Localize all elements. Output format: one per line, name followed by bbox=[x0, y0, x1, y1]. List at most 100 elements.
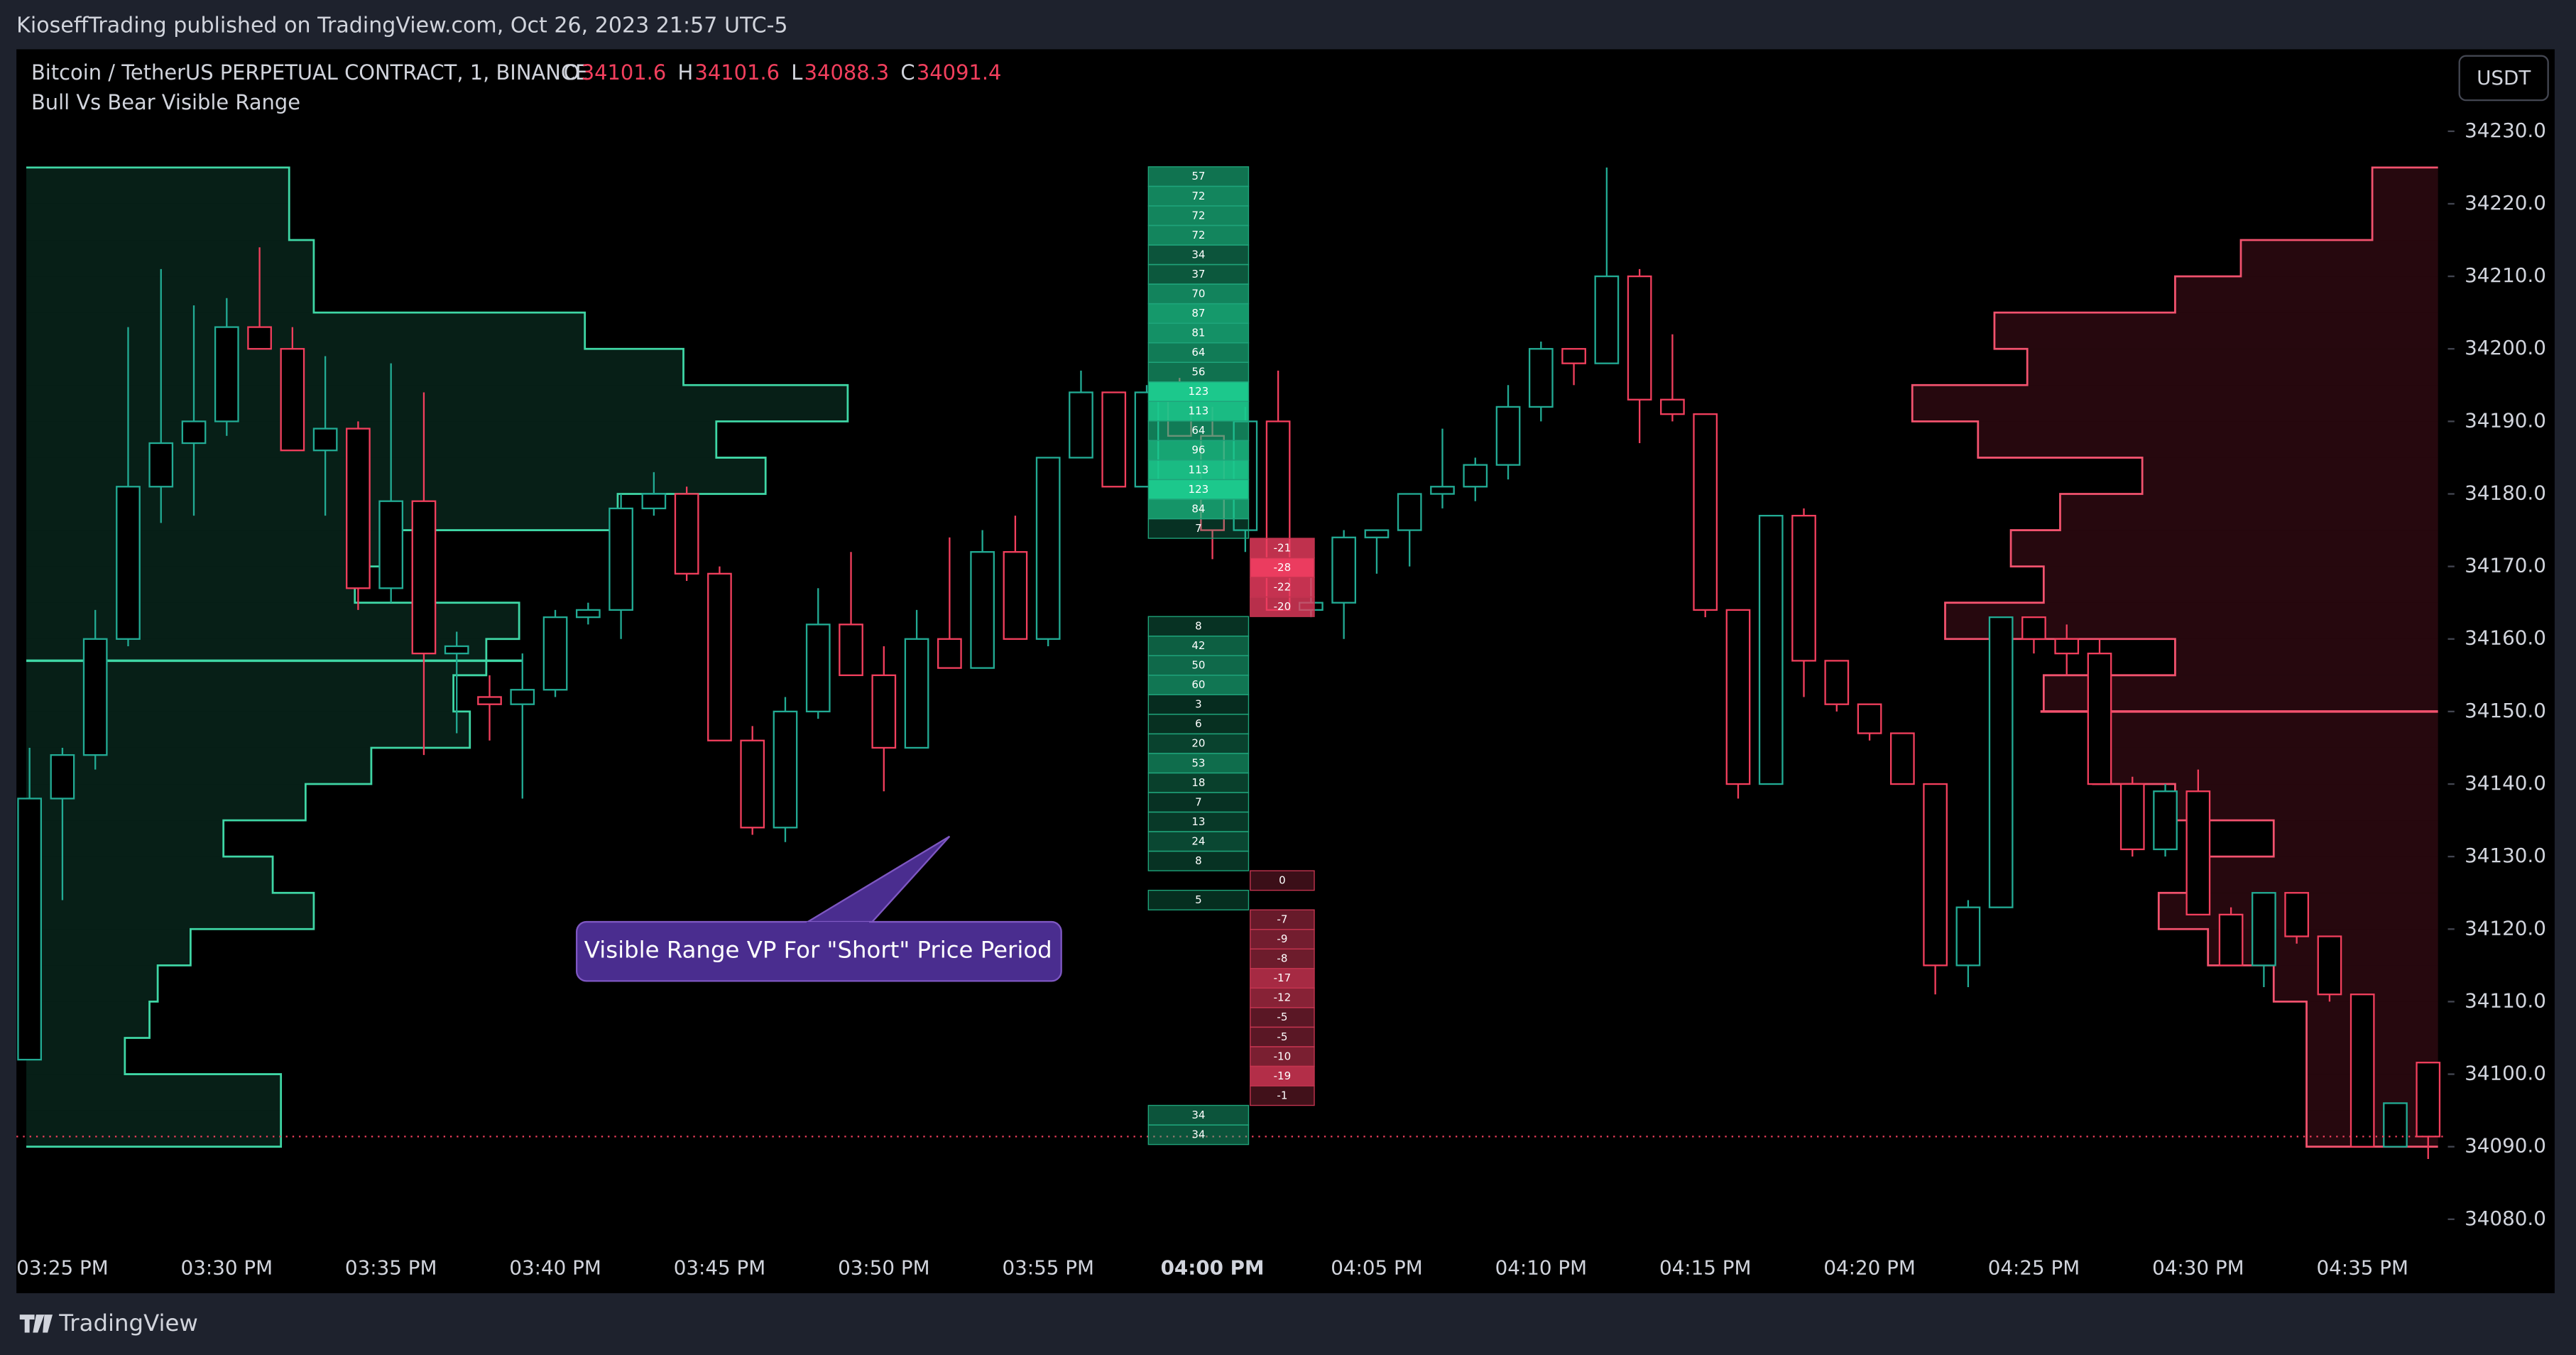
x-tick-label: 04:05 PM bbox=[1331, 1256, 1422, 1279]
profile-bin bbox=[26, 349, 684, 386]
x-tick-label: 04:10 PM bbox=[1495, 1256, 1587, 1279]
candle-body bbox=[82, 638, 108, 756]
profile-bin bbox=[1945, 602, 2438, 639]
profile-bin bbox=[1994, 312, 2438, 349]
x-tick-label: 03:55 PM bbox=[1002, 1256, 1093, 1279]
candle-body bbox=[1331, 536, 1357, 604]
symbol: Bitcoin / TetherUS PERPETUAL CONTRACT, 1… bbox=[31, 60, 588, 85]
delta-label: -19 bbox=[1274, 1070, 1292, 1082]
candle-body bbox=[312, 428, 338, 452]
y-tick-label: 34160.0 bbox=[2465, 626, 2546, 650]
delta-label: 64 bbox=[1191, 346, 1205, 359]
candle-body bbox=[181, 420, 207, 445]
profile-bin bbox=[2027, 349, 2438, 386]
x-tick-label: 03:35 PM bbox=[345, 1256, 437, 1279]
delta-label: -22 bbox=[1274, 580, 1292, 593]
candle-body bbox=[116, 486, 141, 640]
ohlc-value: 34091.4 bbox=[917, 60, 1002, 85]
delta-label: 8 bbox=[1195, 620, 1202, 633]
y-tick-label: 34180.0 bbox=[2465, 481, 2546, 504]
delta-cell bbox=[1147, 811, 1250, 832]
profile-bin bbox=[2175, 276, 2438, 313]
delta-label: 5 bbox=[1195, 893, 1202, 906]
currency-button[interactable] bbox=[2458, 55, 2549, 102]
delta-label: -28 bbox=[1274, 561, 1292, 574]
candle-body bbox=[247, 326, 272, 350]
profile-bin bbox=[26, 494, 618, 530]
delta-cell bbox=[1147, 1124, 1250, 1146]
footer: TradingView bbox=[19, 1310, 198, 1337]
annotation: Visible Range VP For "Short" Price Perio… bbox=[575, 835, 1062, 982]
profile-bin bbox=[1977, 421, 2438, 458]
profile-bin bbox=[2043, 566, 2438, 603]
candle-body bbox=[1627, 275, 1652, 401]
delta-cell bbox=[1147, 1104, 1250, 1126]
delta-cell bbox=[1250, 1085, 1315, 1106]
delta-label: -12 bbox=[1274, 991, 1292, 1004]
logo bbox=[19, 1315, 53, 1333]
candles bbox=[16, 167, 2448, 1160]
profile-bin bbox=[26, 1074, 281, 1111]
ohlc-value: 34101.6 bbox=[695, 60, 780, 85]
candle-body bbox=[674, 493, 699, 575]
candle-body bbox=[1955, 906, 1981, 967]
x-tick-label: 03:30 PM bbox=[181, 1256, 273, 1279]
delta-label: 56 bbox=[1191, 366, 1205, 379]
delta-cell bbox=[1147, 205, 1250, 227]
profile-bin bbox=[26, 965, 158, 1002]
delta-label: 123 bbox=[1189, 483, 1209, 496]
delta-label: -17 bbox=[1274, 972, 1292, 984]
profile-bin bbox=[26, 203, 290, 241]
candle-body bbox=[1035, 457, 1061, 640]
candle-body bbox=[1889, 732, 1915, 785]
y-tick-label: 34110.0 bbox=[2465, 989, 2546, 1012]
delta-label: 57 bbox=[1191, 170, 1205, 183]
candle-body bbox=[1430, 486, 1455, 495]
delta-cell bbox=[1147, 263, 1250, 285]
x-tick-label: 04:00 PM bbox=[1161, 1256, 1265, 1279]
delta-label: -5 bbox=[1277, 1011, 1287, 1023]
delta-cell bbox=[1250, 909, 1315, 930]
candle-body bbox=[1364, 529, 1390, 538]
candle-body bbox=[1758, 514, 1784, 785]
candle-body bbox=[477, 696, 502, 705]
profile-bin bbox=[26, 747, 371, 785]
delta-label: 42 bbox=[1191, 639, 1205, 652]
delta-label: 7 bbox=[1195, 522, 1202, 535]
y-tick-label: 34080.0 bbox=[2465, 1207, 2546, 1230]
candle-body bbox=[740, 739, 765, 829]
delta-cell bbox=[1250, 538, 1315, 559]
delta-cell bbox=[1250, 577, 1315, 598]
delta-cell bbox=[1147, 694, 1250, 715]
delta-cell bbox=[1250, 1046, 1315, 1067]
delta-cell bbox=[1147, 185, 1250, 207]
ohlc-label: O bbox=[564, 60, 580, 85]
delta-label: 50 bbox=[1191, 659, 1205, 672]
y-tick-label: 34210.0 bbox=[2465, 263, 2546, 287]
candle-body bbox=[280, 348, 305, 452]
brand: TradingView bbox=[58, 1310, 198, 1337]
delta-cell bbox=[1147, 499, 1250, 520]
profile-bin bbox=[2191, 856, 2438, 893]
delta-cell bbox=[1147, 381, 1250, 402]
y-tick-label: 34130.0 bbox=[2465, 844, 2546, 867]
candle-body bbox=[214, 326, 239, 423]
ohlc-label: L bbox=[791, 60, 802, 85]
candle-body bbox=[378, 500, 404, 589]
delta-label: 18 bbox=[1191, 776, 1205, 789]
profile-bin bbox=[2142, 457, 2438, 494]
profile-bin bbox=[26, 385, 848, 422]
candle-body bbox=[2185, 790, 2211, 916]
candle-body bbox=[1101, 391, 1127, 488]
delta-label: 6 bbox=[1195, 717, 1202, 730]
profile-bin bbox=[2109, 711, 2438, 748]
delta-label: 34 bbox=[1191, 1109, 1205, 1121]
candle-body bbox=[411, 500, 437, 655]
candle-body bbox=[575, 609, 601, 619]
y-tick-label: 34100.0 bbox=[2465, 1062, 2546, 1085]
candle-body bbox=[510, 689, 535, 705]
delta-cell bbox=[1147, 361, 1250, 383]
candle-body bbox=[707, 572, 732, 741]
candle-body bbox=[1594, 275, 1620, 364]
